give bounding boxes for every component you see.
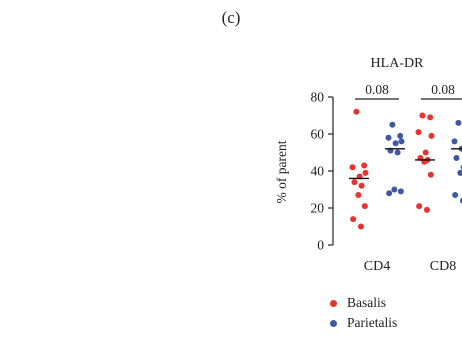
x-tick-label-cd4: CD4 <box>364 259 390 274</box>
point-basalis-cd4-5 <box>351 179 358 186</box>
point-parietalis-cd4-9 <box>386 190 393 197</box>
p-value-cd4: 0.08 <box>365 82 389 97</box>
point-basalis-cd4-3 <box>362 169 369 176</box>
point-basalis-cd4-9 <box>350 216 357 223</box>
point-basalis-cd4-6 <box>358 182 365 189</box>
point-basalis-cd8-0 <box>419 112 426 119</box>
data-points <box>349 108 462 230</box>
point-basalis-cd8-2 <box>415 129 422 136</box>
point-basalis-cd4-1 <box>361 162 368 169</box>
y-tick-label-0: 0 <box>317 238 324 253</box>
point-basalis-cd8-3 <box>428 132 435 139</box>
point-parietalis-cd4-1 <box>397 132 404 139</box>
point-basalis-cd8-1 <box>427 114 434 121</box>
point-parietalis-cd4-4 <box>392 140 399 147</box>
legend-item-basalis: Basalis <box>330 293 397 313</box>
point-basalis-cd4-10 <box>357 223 364 230</box>
point-basalis-cd4-7 <box>355 192 362 199</box>
panel-label: (c) <box>221 8 241 27</box>
point-basalis-cd4-2 <box>349 164 356 171</box>
y-tick-label-20: 20 <box>311 201 325 216</box>
x-tick-labels: CD4 CD8 <box>364 259 456 274</box>
legend-marker-parietalis <box>330 319 337 327</box>
point-parietalis-cd4-8 <box>397 188 404 195</box>
point-parietalis-cd4-6 <box>394 149 401 156</box>
legend-label-basalis: Basalis <box>347 295 386 310</box>
legend-marker-basalis <box>330 299 337 307</box>
point-parietalis-cd8-10 <box>459 197 462 204</box>
y-tick-label-40: 40 <box>311 164 325 179</box>
median-lines <box>349 148 462 180</box>
significance-annotations: 0.08 0.08 <box>355 82 462 100</box>
point-basalis-cd4-0 <box>353 108 360 115</box>
point-basalis-cd8-8 <box>427 171 434 178</box>
p-value-cd8: 0.08 <box>431 82 455 97</box>
point-basalis-cd8-9 <box>416 203 423 210</box>
point-parietalis-cd4-0 <box>389 121 396 128</box>
point-basalis-cd8-10 <box>423 206 430 213</box>
legend-label-parietalis: Parietalis <box>347 315 398 330</box>
y-tick-label-80: 80 <box>311 90 325 105</box>
point-basalis-cd4-8 <box>361 203 368 210</box>
point-parietalis-cd8-0 <box>455 119 462 126</box>
point-parietalis-cd8-9 <box>452 192 459 199</box>
point-parietalis-cd4-2 <box>385 134 392 141</box>
point-parietalis-cd8-2 <box>451 138 458 145</box>
point-parietalis-cd4-7 <box>391 186 398 193</box>
point-parietalis-cd8-5 <box>453 155 460 162</box>
y-axis-label: % of parent <box>274 140 289 203</box>
y-ticks: 0 20 40 60 80 <box>311 90 333 253</box>
legend: Basalis Parietalis <box>330 293 397 333</box>
legend-item-parietalis: Parietalis <box>330 313 397 333</box>
point-parietalis-cd8-7 <box>457 169 462 176</box>
chart-title: HLA-DR <box>371 56 425 71</box>
point-parietalis-cd4-3 <box>398 138 405 145</box>
y-tick-label-60: 60 <box>311 127 325 142</box>
point-basalis-cd8-4 <box>422 149 429 156</box>
x-tick-label-cd8: CD8 <box>430 259 456 274</box>
